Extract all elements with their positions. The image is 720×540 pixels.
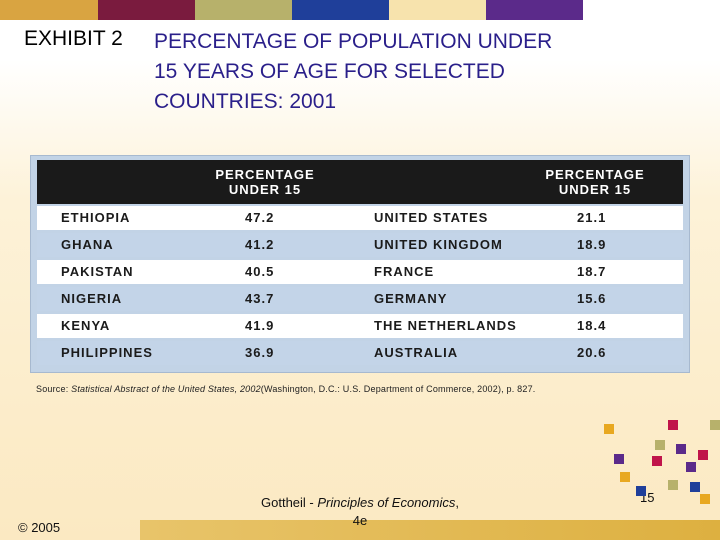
value-left: 47.2 (245, 210, 275, 225)
copyright: © 2005 (18, 520, 61, 535)
decor-square (636, 486, 646, 496)
decor-square (686, 462, 696, 472)
country-left: ETHIOPIA (61, 210, 131, 225)
value-right: 18.4 (577, 318, 607, 333)
population-table: PERCENTAGE UNDER 15 PERCENTAGE UNDER 15 … (30, 155, 690, 373)
table-row: PAKISTAN 40.5 FRANCE 18.7 (37, 260, 683, 284)
decor-square (614, 454, 624, 464)
value-left: 36.9 (245, 345, 275, 360)
bottom-color-strip (140, 520, 720, 540)
country-right: GERMANY (374, 291, 448, 306)
value-left: 43.7 (245, 291, 275, 306)
decor-square (655, 440, 665, 450)
exhibit-label: EXHIBIT 2 (24, 27, 123, 50)
decor-square (676, 444, 686, 454)
top-bar-segment (486, 0, 583, 20)
top-bar-segment (292, 0, 389, 20)
title-line: COUNTRIES: 2001 (154, 90, 337, 113)
title-line: 15 YEARS OF AGE FOR SELECTED (154, 60, 505, 83)
country-right: AUSTRALIA (374, 345, 459, 360)
country-left: PHILIPPINES (61, 345, 153, 360)
table-row: GHANA 41.2 UNITED KINGDOM 18.9 (37, 233, 683, 257)
header-right: PERCENTAGE UNDER 15 (525, 167, 665, 197)
country-left: PAKISTAN (61, 264, 134, 279)
decor-square (700, 494, 710, 504)
footer-book-title: Principles of Economics (317, 495, 456, 510)
header-left-line: UNDER 15 (228, 182, 302, 197)
decor-square (710, 420, 720, 430)
decor-square (620, 472, 630, 482)
top-bar-segment (583, 0, 720, 20)
top-bar-segment (389, 0, 486, 20)
value-left: 41.2 (245, 237, 275, 252)
table-row: ETHIOPIA 47.2 UNITED STATES 21.1 (37, 206, 683, 230)
table-header: PERCENTAGE UNDER 15 PERCENTAGE UNDER 15 (37, 160, 683, 204)
country-left: NIGERIA (61, 291, 123, 306)
value-left: 40.5 (245, 264, 275, 279)
header-right-line: UNDER 15 (558, 182, 632, 197)
decor-square (668, 420, 678, 430)
header-left: PERCENTAGE UNDER 15 (195, 167, 335, 197)
source-rest: (Washington, D.C.: U.S. Department of Co… (260, 384, 536, 394)
decor-square (652, 456, 662, 466)
decor-square (604, 424, 614, 434)
table-row: PHILIPPINES 36.9 AUSTRALIA 20.6 (37, 341, 683, 365)
top-bar-segment (0, 0, 98, 20)
top-bar-segment (98, 0, 195, 20)
country-right: UNITED STATES (374, 210, 489, 225)
footer-edition: 4e (352, 513, 368, 528)
source-prefix: Source: (36, 384, 72, 394)
value-right: 18.7 (577, 264, 607, 279)
footer-comma: , (455, 495, 459, 510)
decor-square (690, 482, 700, 492)
value-right: 21.1 (577, 210, 607, 225)
decor-square (698, 450, 708, 460)
decor-square (668, 480, 678, 490)
country-left: GHANA (61, 237, 114, 252)
title-line: PERCENTAGE OF POPULATION UNDER (154, 30, 553, 53)
value-right: 15.6 (577, 291, 607, 306)
top-color-bar (0, 0, 720, 20)
source-title: Statistical Abstract of the United State… (71, 384, 261, 394)
footer-author: Gottheil - (261, 495, 318, 510)
top-bar-segment (195, 0, 292, 20)
table-row: NIGERIA 43.7 GERMANY 15.6 (37, 287, 683, 311)
value-right: 18.9 (577, 237, 607, 252)
header-left-line: PERCENTAGE (215, 167, 315, 182)
table-row: KENYA 41.9 THE NETHERLANDS 18.4 (37, 314, 683, 338)
country-right: FRANCE (374, 264, 435, 279)
country-right: THE NETHERLANDS (374, 318, 517, 333)
exhibit-title: PERCENTAGE OF POPULATION UNDER 15 YEARS … (154, 27, 654, 117)
source-note: Source: Statistical Abstract of the Unit… (36, 384, 535, 394)
country-left: KENYA (61, 318, 111, 333)
value-left: 41.9 (245, 318, 275, 333)
header-right-line: PERCENTAGE (545, 167, 645, 182)
value-right: 20.6 (577, 345, 607, 360)
country-right: UNITED KINGDOM (374, 237, 503, 252)
footer-citation: Gottheil - Principles of Economics, 4e (250, 494, 470, 530)
